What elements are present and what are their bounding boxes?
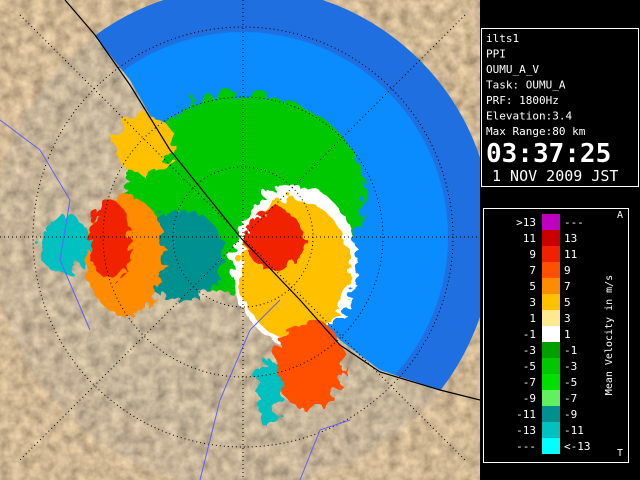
legend-swatch [542,438,560,454]
info-line: OUMU_A_V [486,63,539,76]
legend-low: -9 [523,392,536,405]
legend-low: >13 [516,216,536,229]
info-line: Max Range:80 km [486,125,586,138]
info-line: PRF: 1800Hz [486,94,559,107]
legend-low: 3 [529,296,536,309]
info-line: ilts1 [486,32,519,45]
legend-swatch [542,246,560,262]
echoes [35,90,360,425]
legend-swatch [542,278,560,294]
legend-low: --- [516,440,536,453]
legend-swatch [542,310,560,326]
legend-swatch [542,374,560,390]
legend-swatch [542,390,560,406]
legend-swatch [542,294,560,310]
legend-high: 11 [564,248,577,261]
legend-high: 3 [564,312,571,325]
legend-high: 9 [564,264,571,277]
time: 03:37:25 [486,139,611,169]
legend-low: -13 [516,424,536,437]
legend-low: 7 [529,264,536,277]
borders [0,119,351,480]
legend-axis-label: Mean Velocity in m/s [604,275,615,395]
legend-low: 1 [529,312,536,325]
legend-low: -5 [523,360,536,373]
legend-high: 13 [564,232,577,245]
legend-low: 5 [529,280,536,293]
legend-bottom-mark: T [617,448,623,459]
legend-low: -7 [523,376,536,389]
legend-high: --- [564,216,584,229]
legend-high: 5 [564,296,571,309]
legend-top-mark: A [617,210,623,221]
legend-high: 7 [564,280,571,293]
info-line: PPI [486,48,506,61]
side-panel: ilts1 PPI OUMU_A_V Task: OUMU_A PRF: 1800Hz E… [481,28,639,463]
legend-high: -11 [564,424,584,437]
legend-low: -11 [516,408,536,421]
legend-high: <-13 [564,440,591,453]
legend-high: -5 [564,376,577,389]
legend-swatch [542,422,560,438]
legend-low: 9 [529,248,536,261]
legend-swatch [542,262,560,278]
info-line: Task: OUMU_A [486,79,566,92]
legend-swatch [542,358,560,374]
coastline [64,0,480,401]
info-box [481,28,639,187]
legend-swatch [542,326,560,342]
legend-low: 11 [523,232,536,245]
legend-high: -9 [564,408,577,421]
legend-high: -3 [564,360,577,373]
radar-map [0,0,480,480]
legend-swatch [542,406,560,422]
date: 1 NOV 2009 JST [492,167,618,185]
legend-swatch [542,230,560,246]
legend-low: -3 [523,344,536,357]
legend-swatch [542,214,560,230]
legend-high: -1 [564,344,577,357]
legend-high: -7 [564,392,577,405]
legend-low: -1 [523,328,536,341]
legend-high: 1 [564,328,571,341]
info-line: Elevation:3.4 [486,110,572,123]
legend-swatch [542,342,560,358]
